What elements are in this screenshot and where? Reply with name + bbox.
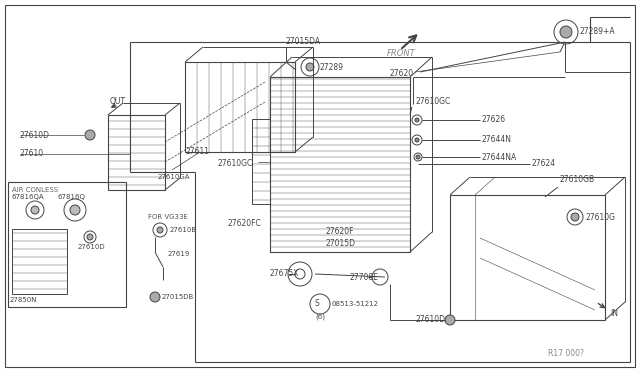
Circle shape <box>87 234 93 240</box>
Text: 27610GA: 27610GA <box>158 174 191 180</box>
Text: 27015DA: 27015DA <box>286 38 321 46</box>
Text: 67816QA: 67816QA <box>12 194 45 200</box>
Text: 27850N: 27850N <box>10 297 38 303</box>
Text: 27619: 27619 <box>168 251 190 257</box>
Circle shape <box>415 118 419 122</box>
Circle shape <box>150 292 160 302</box>
Circle shape <box>560 26 572 38</box>
Circle shape <box>70 205 80 215</box>
Bar <box>12 229 67 294</box>
Text: 27610D: 27610D <box>415 315 445 324</box>
Text: R17 000?: R17 000? <box>548 350 584 359</box>
Text: FRONT: FRONT <box>387 49 416 58</box>
Text: 27610B: 27610B <box>170 227 197 233</box>
Text: 27620: 27620 <box>390 70 414 78</box>
Text: 67816Q: 67816Q <box>58 194 86 200</box>
Text: IN: IN <box>610 310 618 318</box>
Text: 27708E: 27708E <box>350 273 379 282</box>
Text: 27015D: 27015D <box>326 240 356 248</box>
Text: 27015DB: 27015DB <box>162 294 195 300</box>
Text: OUT: OUT <box>110 97 126 106</box>
Circle shape <box>31 206 39 214</box>
Bar <box>8 182 126 307</box>
Circle shape <box>85 130 95 140</box>
Text: 27624: 27624 <box>532 160 556 169</box>
Text: 27644NA: 27644NA <box>482 153 517 161</box>
Text: (6): (6) <box>315 314 325 320</box>
Bar <box>450 195 605 320</box>
Text: 27620F: 27620F <box>326 228 355 237</box>
Text: 27610G: 27610G <box>585 212 615 221</box>
Text: 27289: 27289 <box>320 62 344 71</box>
Text: 27610GC: 27610GC <box>218 160 253 169</box>
Text: 27610D: 27610D <box>78 244 106 250</box>
Text: 27610GB: 27610GB <box>560 176 595 185</box>
Circle shape <box>416 155 420 159</box>
Bar <box>270 77 410 252</box>
Text: 27610GC: 27610GC <box>415 97 451 106</box>
Text: 27611: 27611 <box>186 148 210 157</box>
Text: 08513-51212: 08513-51212 <box>332 301 379 307</box>
Circle shape <box>157 227 163 233</box>
Text: 27626: 27626 <box>482 115 506 125</box>
Circle shape <box>415 138 419 142</box>
Bar <box>108 115 165 190</box>
Bar <box>252 119 270 204</box>
Text: 27610D: 27610D <box>20 131 50 140</box>
Circle shape <box>445 315 455 325</box>
Text: AIR CONLESS: AIR CONLESS <box>12 187 58 193</box>
Text: FOR VG33E: FOR VG33E <box>148 214 188 220</box>
Circle shape <box>306 63 314 71</box>
Text: S: S <box>315 299 319 308</box>
Text: 27620FC: 27620FC <box>228 219 262 228</box>
Text: 27644N: 27644N <box>482 135 512 144</box>
Text: 27289+A: 27289+A <box>580 28 616 36</box>
Text: 27675X: 27675X <box>270 269 300 279</box>
Circle shape <box>571 213 579 221</box>
Text: 27610: 27610 <box>20 150 44 158</box>
Bar <box>185 62 295 152</box>
